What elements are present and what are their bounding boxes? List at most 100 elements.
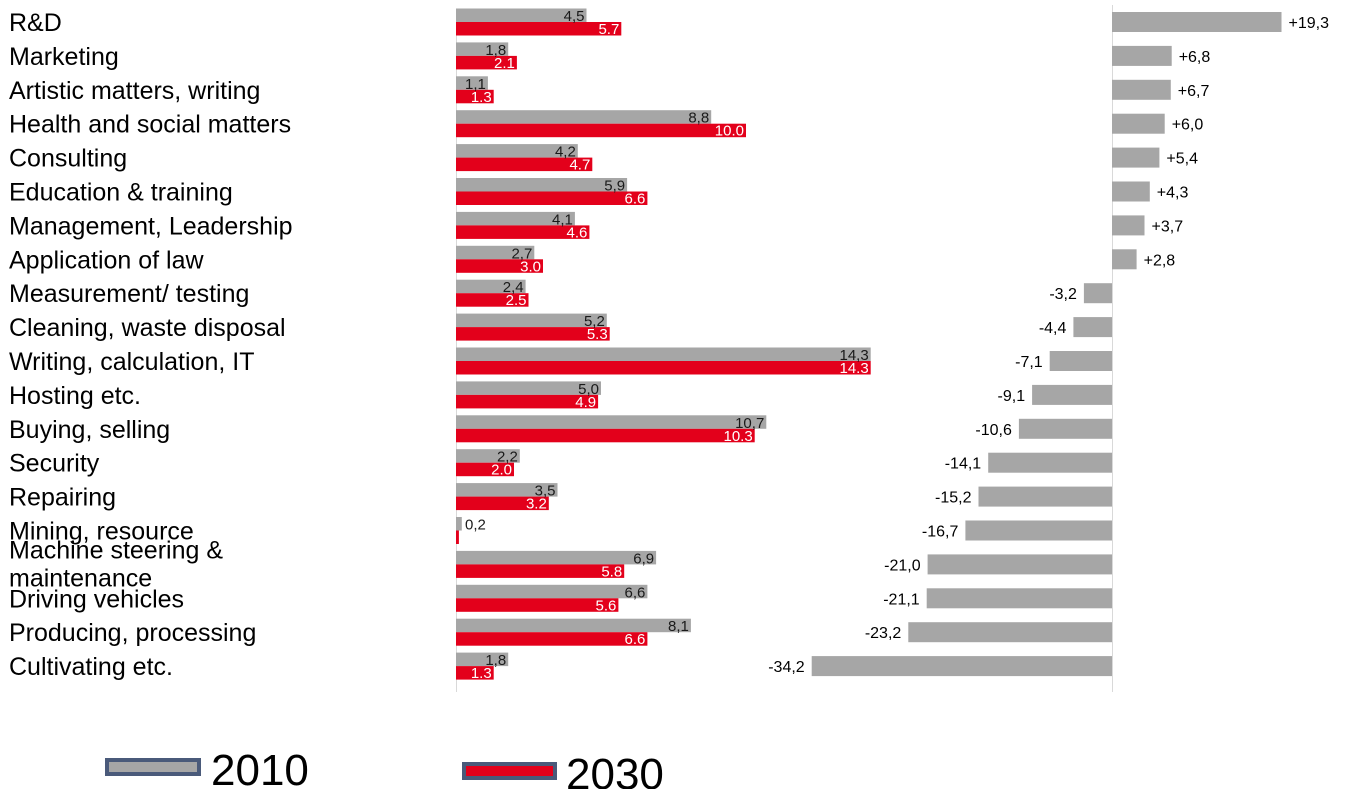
bar-2030-cleaning-waste-disposal bbox=[456, 327, 610, 341]
category-label-writing-calculation-it: Writing, calculation, IT bbox=[9, 348, 254, 376]
bar-2010-cultivating-etc bbox=[456, 652, 509, 667]
category-label-producing-processing: Producing, processing bbox=[9, 619, 256, 647]
change-bar-marketing bbox=[1112, 45, 1172, 66]
value-label-2010-repairing: 3,5 bbox=[535, 483, 556, 500]
change-label-security: -14,1 bbox=[945, 456, 982, 473]
bar-2010-hosting-etc bbox=[456, 381, 601, 395]
bar-2010-artistic-matters-writing bbox=[456, 76, 488, 90]
category-label-security: Security bbox=[9, 450, 100, 478]
value-label-2010-writing-calculation-it: 14,3 bbox=[839, 347, 868, 364]
category-label-repairing: Repairing bbox=[9, 484, 116, 512]
category-labels: R&D Marketing Artistic matters, writing Hea… bbox=[9, 9, 293, 681]
bar-2030-security bbox=[456, 462, 514, 477]
bar-2010-driving-vehicles bbox=[456, 584, 648, 599]
bar-2010-buying-selling bbox=[456, 415, 767, 429]
bar-2010-application-of-law bbox=[456, 245, 535, 260]
value-label-2030-measurement-testing: 2.5 bbox=[506, 292, 527, 309]
change-bars: +19,3 +6,8 +6,7 +6,0 +5,4 +4,3 +3,7 +2,8 -3,2 -4,… bbox=[768, 12, 1329, 677]
change-label-machine-steering-maintenance: -21,0 bbox=[884, 557, 921, 574]
change-label-cleaning-waste-disposal: -4,4 bbox=[1039, 320, 1067, 337]
category-label-cultivating-etc: Cultivating etc. bbox=[9, 653, 173, 681]
change-label-measurement-testing: -3,2 bbox=[1049, 286, 1077, 303]
bar-2010-writing-calculation-it bbox=[456, 347, 871, 361]
bar-2010-health-and-social-matters bbox=[456, 110, 712, 124]
change-label-writing-calculation-it: -7,1 bbox=[1015, 354, 1043, 371]
value-label-2030-consulting: 4.7 bbox=[569, 157, 590, 174]
change-bar-management-leadership bbox=[1112, 215, 1145, 236]
value-label-2030-hosting-etc: 4.9 bbox=[575, 394, 596, 411]
category-label-r-d: R&D bbox=[9, 9, 62, 37]
value-label-2030-management-leadership: 4.6 bbox=[567, 224, 588, 241]
value-label-2010-r-d: 4,5 bbox=[564, 8, 585, 25]
change-label-application-of-law: +2,8 bbox=[1144, 252, 1176, 269]
category-label-mining-resource: Mining, resource bbox=[9, 518, 194, 546]
change-bar-cultivating-etc bbox=[811, 656, 1112, 677]
change-label-artistic-matters-writing: +6,7 bbox=[1178, 83, 1210, 100]
value-label-2010-cultivating-etc: 1,8 bbox=[485, 652, 506, 669]
bar-2010-repairing bbox=[456, 483, 558, 497]
value-label-2010-machine-steering-maintenance: 6,9 bbox=[633, 550, 654, 567]
change-label-mining-resource: -16,7 bbox=[922, 524, 959, 541]
change-bar-security bbox=[988, 452, 1112, 473]
bar-2030-application-of-law bbox=[456, 259, 543, 273]
value-label-2010-buying-selling: 10,7 bbox=[735, 415, 764, 432]
change-label-hosting-etc: -9,1 bbox=[998, 388, 1026, 405]
category-label-marketing: Marketing bbox=[9, 43, 119, 71]
change-bar-driving-vehicles bbox=[926, 588, 1112, 609]
change-bar-health-and-social-matters bbox=[1112, 113, 1165, 134]
value-label-2030-artistic-matters-writing: 1.3 bbox=[471, 89, 492, 106]
change-label-health-and-social-matters: +6,0 bbox=[1172, 117, 1204, 134]
category-label-management-leadership: Management, Leadership bbox=[9, 212, 293, 240]
category-label-driving-vehicles: Driving vehicles bbox=[9, 585, 184, 613]
value-label-2030-application-of-law: 3.0 bbox=[520, 258, 541, 275]
bar-2030-measurement-testing bbox=[456, 293, 529, 307]
bar-2030-management-leadership bbox=[456, 225, 590, 239]
bar-2030-health-and-social-matters bbox=[456, 123, 746, 138]
bar-2030-buying-selling bbox=[456, 428, 755, 443]
category-label-measurement-testing: Measurement/ testing bbox=[9, 280, 249, 308]
change-bar-r-d bbox=[1112, 12, 1282, 32]
value-label-2030-driving-vehicles: 5.6 bbox=[596, 597, 617, 614]
value-label-2010-education-training: 5,9 bbox=[604, 178, 625, 195]
value-label-2030-machine-steering-maintenance: 5.8 bbox=[601, 563, 622, 580]
value-label-2010-hosting-etc: 5,0 bbox=[578, 381, 599, 398]
bar-2010-machine-steering-maintenance bbox=[456, 550, 657, 565]
legend-swatch-2030 bbox=[462, 762, 557, 780]
value-label-2010-security: 2,2 bbox=[497, 449, 518, 466]
change-label-cultivating-etc: -34,2 bbox=[768, 659, 805, 676]
change-label-producing-processing: -23,2 bbox=[865, 625, 902, 642]
value-label-2010-application-of-law: 2,7 bbox=[511, 245, 532, 262]
bar-2010-consulting bbox=[456, 144, 578, 158]
change-bar-producing-processing bbox=[908, 622, 1112, 643]
value-label-2010-health-and-social-matters: 8,8 bbox=[688, 110, 709, 127]
bar-2010-marketing bbox=[456, 42, 509, 56]
category-label-buying-selling: Buying, selling bbox=[9, 416, 170, 444]
legend-label-2010: 2010 bbox=[211, 746, 309, 789]
change-bar-consulting bbox=[1112, 147, 1160, 168]
change-bar-education-training bbox=[1112, 181, 1150, 202]
bar-2030-repairing bbox=[456, 496, 549, 511]
change-label-buying-selling: -10,6 bbox=[975, 422, 1012, 439]
bar-2010-r-d bbox=[456, 8, 587, 22]
category-label-artistic-matters-writing: Artistic matters, writing bbox=[9, 77, 260, 105]
change-label-driving-vehicles: -21,1 bbox=[883, 591, 920, 608]
value-label-2030-health-and-social-matters: 10.0 bbox=[715, 123, 744, 140]
value-label-2030-r-d: 5.7 bbox=[598, 21, 619, 38]
value-label-2030-security: 2.0 bbox=[491, 462, 512, 479]
category-label-hosting-etc: Hosting etc. bbox=[9, 382, 141, 410]
bar-2010-measurement-testing bbox=[456, 279, 526, 294]
change-bar-cleaning-waste-disposal bbox=[1073, 317, 1112, 338]
category-label-health-and-social-matters: Health and social matters bbox=[9, 111, 291, 139]
bar-2030-r-d bbox=[456, 22, 622, 36]
bar-2030-consulting bbox=[456, 157, 593, 172]
value-label-2010-mining-resource: 0,2 bbox=[465, 517, 486, 534]
bar-2030-marketing bbox=[456, 55, 517, 70]
value-label-2010-consulting: 4,2 bbox=[555, 144, 576, 161]
change-label-repairing: -15,2 bbox=[935, 490, 972, 507]
legend-item-2010: 2010 bbox=[105, 746, 309, 789]
bar-2030-education-training bbox=[456, 191, 648, 205]
bar-2030-driving-vehicles bbox=[456, 598, 619, 612]
category-label-application-of-law: Application of law bbox=[9, 246, 205, 274]
category-label-machine-steering-maintenance: Machine steering & maintenance bbox=[9, 536, 223, 592]
